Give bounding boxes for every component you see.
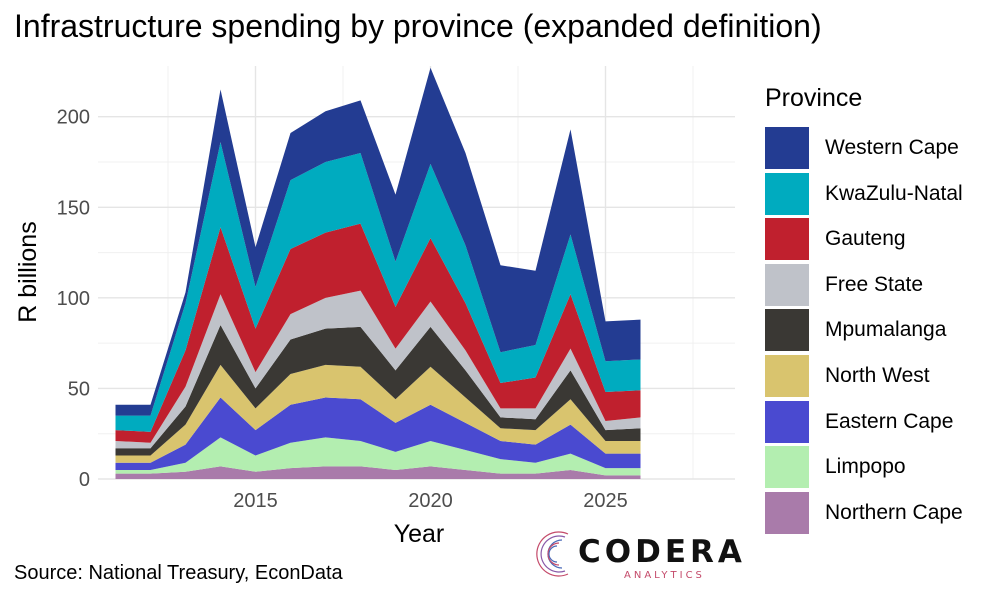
y-axis-ticks: 0 50 100 150 200 — [57, 107, 90, 491]
logo-subtext: ANALYTICS — [624, 570, 705, 581]
legend-label: Eastern Cape — [825, 409, 954, 433]
legend-label: Mpumalanga — [825, 318, 947, 342]
y-axis-label: R billions — [14, 221, 42, 322]
legend-item-western-cape: Western Cape — [765, 127, 995, 169]
area-kwazulu-natal — [115, 142, 641, 432]
area-mpumalanga — [115, 325, 641, 456]
logo-wordmark: CODERA — [578, 534, 746, 570]
area-northern-cape — [115, 466, 641, 479]
legend-label: Gauteng — [825, 227, 906, 251]
legend-item-northern-cape: Northern Cape — [765, 491, 995, 534]
legend-item-eastern-cape: Eastern Cape — [765, 400, 995, 443]
legend-swatch — [765, 400, 809, 443]
codera-logo: CODERA ANALYTICS — [532, 524, 742, 584]
legend-swatch — [765, 446, 809, 489]
stacked-areas — [115, 67, 641, 479]
x-tick-label: 2020 — [408, 490, 453, 512]
chart-title: Infrastructure spending by province (exp… — [14, 8, 822, 44]
x-tick-label: 2015 — [233, 490, 278, 512]
y-tick-label: 100 — [57, 288, 90, 310]
legend-swatch — [765, 172, 809, 215]
legend-swatch — [765, 127, 809, 169]
area-free-state — [115, 290, 641, 449]
legend-swatch — [765, 263, 809, 306]
y-tick-label: 0 — [79, 469, 90, 491]
legend-title: Province — [765, 84, 863, 112]
logo-mark-icon — [536, 531, 569, 577]
legend-item-mpumalanga: Mpumalanga — [765, 309, 995, 352]
legend-label: Western Cape — [825, 136, 959, 159]
x-axis-ticks: 2015 2020 2025 — [233, 490, 628, 512]
legend-label: Free State — [825, 272, 924, 296]
legend-item-free-state: Free State — [765, 263, 995, 306]
y-tick-label: 150 — [57, 197, 90, 219]
area-eastern-cape — [115, 397, 641, 470]
legend-swatch — [765, 355, 809, 397]
y-tick-label: 200 — [57, 107, 90, 129]
y-tick-label: 50 — [68, 378, 90, 400]
legend-item-kwazulu-natal: KwaZulu-Natal — [765, 172, 995, 215]
x-tick-label: 2025 — [583, 490, 628, 512]
legend-label: KwaZulu-Natal — [825, 181, 963, 205]
legend-swatch — [765, 491, 809, 534]
legend-label: North West — [825, 364, 930, 387]
area-north-west — [115, 364, 641, 463]
area-limpopo — [115, 437, 641, 476]
legend-item-north-west: North West — [765, 355, 995, 397]
legend-item-gauteng: Gauteng — [765, 218, 995, 261]
area-gauteng — [115, 223, 641, 443]
area-western-cape — [115, 67, 641, 416]
legend-swatch — [765, 309, 809, 352]
legend-item-limpopo: Limpopo — [765, 446, 995, 489]
source-note: Source: National Treasury, EconData — [14, 562, 343, 584]
legend-label: Limpopo — [825, 455, 906, 479]
x-axis-label: Year — [394, 520, 445, 548]
legend-label: Northern Cape — [825, 500, 963, 524]
legend-swatch — [765, 218, 809, 261]
